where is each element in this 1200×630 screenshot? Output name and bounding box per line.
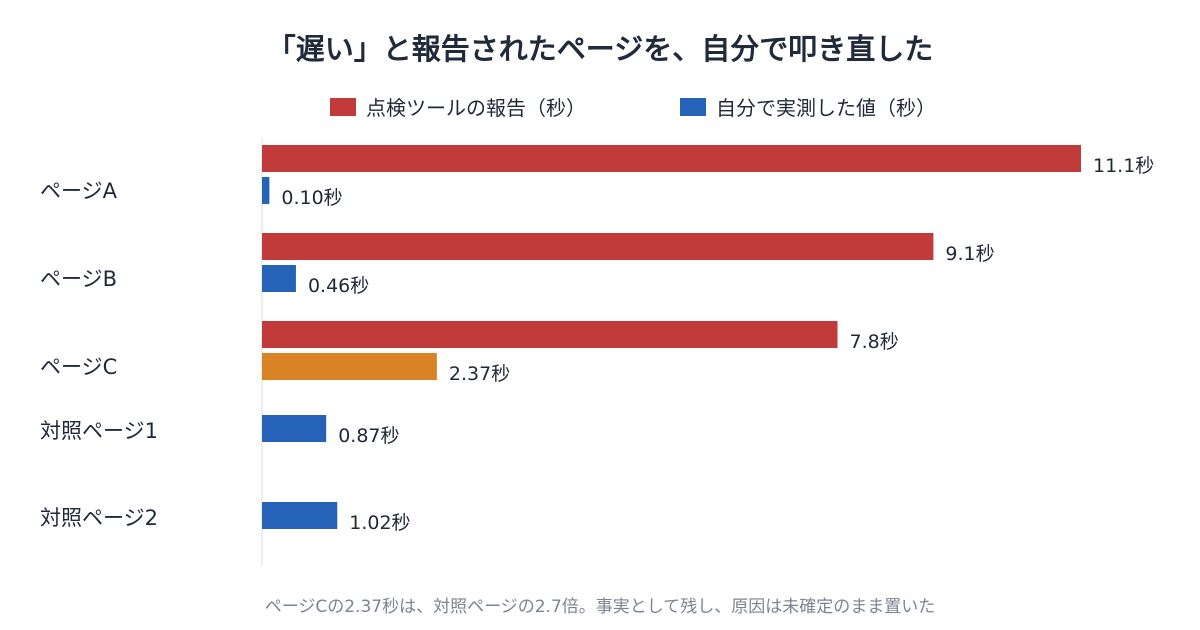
value-label-measured: 0.46秒	[308, 275, 369, 297]
legend-item-measured: 自分で実測した値（秒）	[680, 92, 936, 121]
bar-measured	[262, 177, 270, 204]
bar-measured	[262, 265, 296, 292]
category-label: 対照ページ2	[40, 506, 158, 530]
category-label: 対照ページ1	[40, 419, 158, 443]
category-label: ページA	[40, 179, 118, 203]
value-label-measured: 2.37秒	[449, 363, 510, 385]
bar-measured	[262, 353, 437, 380]
bar-measured	[262, 415, 327, 442]
bar-reported	[262, 233, 934, 260]
value-label-reported: 7.8秒	[850, 331, 899, 353]
value-label-measured: 0.10秒	[281, 187, 342, 209]
footnote: ページCの2.37秒は、対照ページの2.7倍。事実として残し、原因は未確定のまま…	[264, 597, 936, 617]
legend-swatch-reported	[330, 97, 356, 116]
legend-label-measured: 自分で実測した値（秒）	[716, 96, 936, 120]
value-label-reported: 9.1秒	[945, 243, 994, 265]
category-label: ページC	[40, 355, 117, 379]
category-label: ページB	[40, 267, 117, 291]
chart-title: 「遅い」と報告されたページを、自分で叩き直した	[266, 32, 934, 66]
value-label-measured: 0.87秒	[338, 425, 399, 447]
legend-swatch-measured	[680, 97, 706, 116]
legend-item-reported: 点検ツールの報告（秒）	[330, 92, 586, 121]
legend: 点検ツールの報告（秒） 自分で実測した値（秒）	[0, 92, 1200, 120]
bar-reported	[262, 321, 838, 348]
bar-measured	[262, 502, 338, 529]
value-label-reported: 11.1秒	[1093, 155, 1154, 177]
bar-reported	[262, 145, 1081, 172]
value-label-measured: 1.02秒	[349, 512, 410, 534]
legend-label-reported: 点検ツールの報告（秒）	[366, 96, 586, 120]
